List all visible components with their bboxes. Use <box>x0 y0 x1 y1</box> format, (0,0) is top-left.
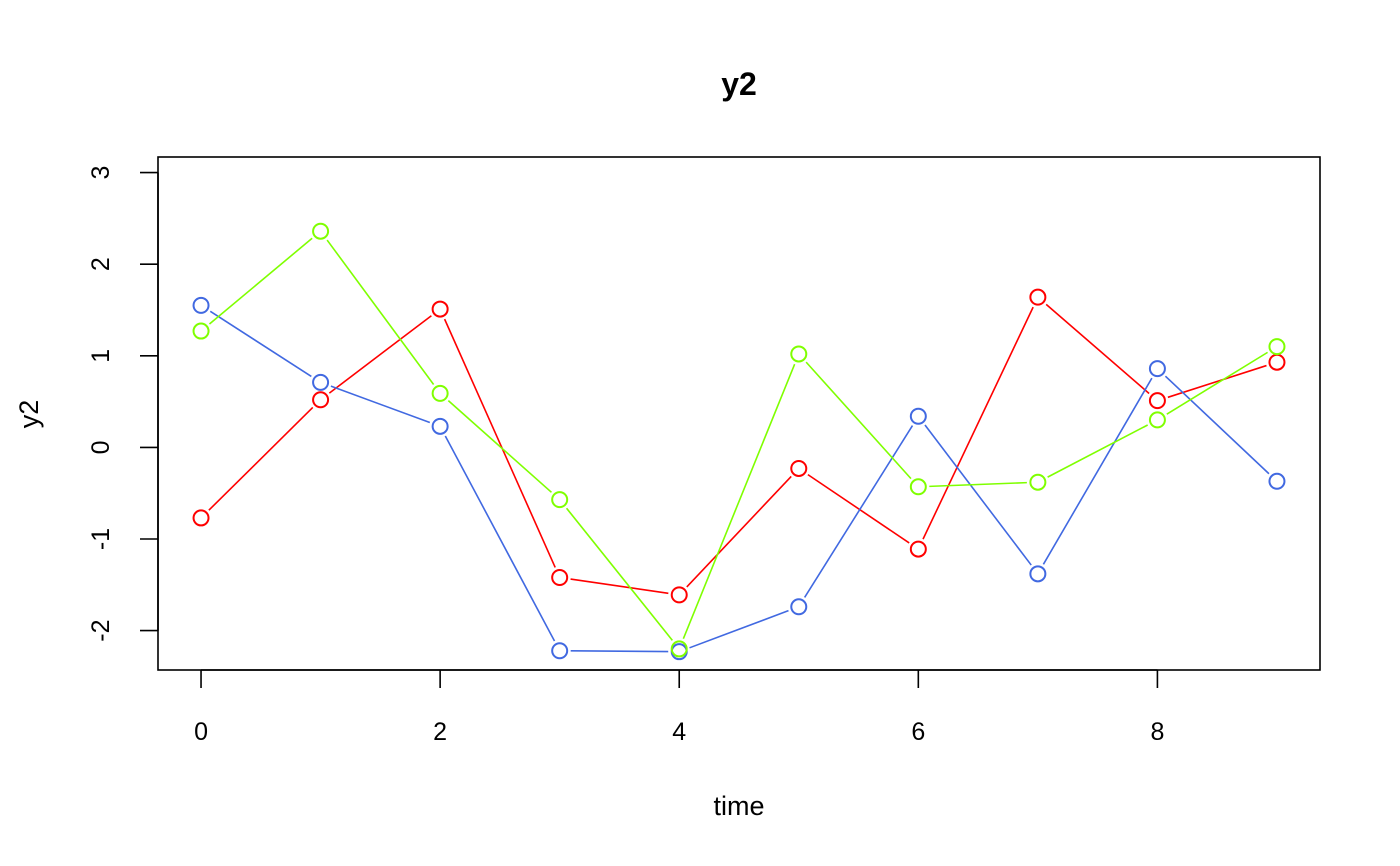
x-tick-label: 0 <box>194 718 208 746</box>
series-1-point <box>909 540 927 558</box>
plot-area <box>157 156 1321 671</box>
series-1-segment <box>570 578 669 595</box>
series-1-point <box>312 391 330 409</box>
y-tick-label: 1 <box>87 349 115 363</box>
series-1-segment <box>686 475 792 588</box>
series-3-point <box>1268 338 1286 356</box>
series-3-point <box>670 640 688 658</box>
series-2-segment <box>689 609 789 649</box>
series-1 <box>192 288 1286 604</box>
series-2-point <box>790 598 808 616</box>
series-3-point <box>551 491 569 509</box>
series-1-segment <box>1045 303 1150 395</box>
series-3-point <box>1029 473 1047 491</box>
series-2-segment <box>330 385 431 424</box>
series-2-point <box>909 407 927 425</box>
series-2-segment <box>924 424 1032 566</box>
series-3-segment <box>929 481 1027 488</box>
y-axis: -2 -1 0 1 2 3 <box>87 166 159 642</box>
series-3-point <box>790 345 808 363</box>
series-1-segment <box>1167 364 1267 399</box>
series-2-segment <box>1042 377 1153 565</box>
series-1-point <box>670 586 688 604</box>
series-1-point <box>1029 288 1047 306</box>
y-tick-label: -2 <box>87 619 115 641</box>
series-2-segment <box>803 425 914 598</box>
series-2 <box>192 296 1286 661</box>
y-tick-label: -1 <box>87 528 115 550</box>
series-2-point <box>551 642 569 660</box>
series-2-segment <box>570 650 669 653</box>
series-2-point <box>312 373 330 391</box>
series-3-point <box>312 222 330 240</box>
series-1-segment <box>328 315 432 394</box>
series-2-point <box>192 296 210 314</box>
y-tick-label: 3 <box>87 166 115 180</box>
series-2-segment <box>1164 375 1270 475</box>
series-1-point <box>192 509 210 527</box>
y-tick-label: 0 <box>87 440 115 454</box>
series-3-segment <box>682 363 796 640</box>
series-3-segment <box>805 361 912 480</box>
series-1-segment <box>443 318 556 568</box>
series-1-point <box>1148 392 1166 410</box>
x-tick-label: 2 <box>433 718 447 746</box>
series-1-segment <box>807 473 910 544</box>
series-3-point <box>1148 411 1166 429</box>
y-axis-label: y2 <box>14 400 44 429</box>
series-3-segment <box>208 237 313 325</box>
y-tick-label: 2 <box>87 257 115 271</box>
x-tick-label: 4 <box>672 718 686 746</box>
series-2-point <box>431 417 449 435</box>
series-3-segment <box>565 507 673 641</box>
series-1-point <box>790 459 808 477</box>
series-3-segment <box>1166 351 1269 415</box>
series-2-point <box>1268 472 1286 490</box>
series-3-point <box>431 384 449 402</box>
series-3-segment <box>1047 424 1149 478</box>
x-axis: 0 2 4 6 8 <box>194 669 1164 746</box>
x-tick-label: 8 <box>1150 718 1164 746</box>
chart-title: y2 <box>721 66 757 102</box>
series-3-segment <box>326 239 435 385</box>
series-layer <box>192 222 1286 661</box>
series-3-point <box>192 322 210 340</box>
x-axis-label: time <box>713 791 764 821</box>
series-1-point <box>431 300 449 318</box>
x-tick-label: 6 <box>911 718 925 746</box>
series-2-segment <box>209 310 312 378</box>
series-3-point <box>909 478 927 496</box>
series-1-segment <box>922 306 1034 540</box>
series-3-segment <box>447 400 552 493</box>
series-1-point <box>1268 353 1286 371</box>
series-2-point <box>1148 360 1166 378</box>
series-2-segment <box>444 435 556 642</box>
series-3 <box>192 222 1286 658</box>
series-1-point <box>551 568 569 586</box>
series-2-point <box>1029 565 1047 583</box>
series-1-segment <box>208 406 314 511</box>
